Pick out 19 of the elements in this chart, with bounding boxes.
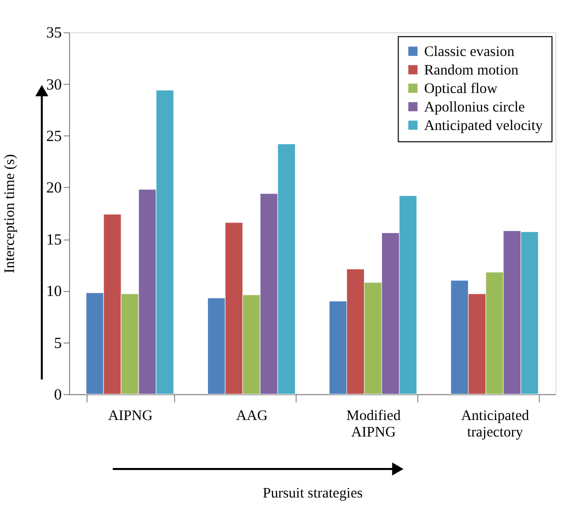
x-tick-label: AAG [236, 408, 268, 424]
legend-label: Optical flow [424, 81, 498, 98]
legend-label: Random motion [424, 62, 520, 79]
y-tick-label: 25 [46, 128, 62, 146]
y-tick-label: 35 [46, 24, 62, 42]
y-tick-label: 10 [46, 283, 62, 300]
x-axis-title: Pursuit strategies [262, 486, 364, 502]
legend-label: Apollonius circle [424, 100, 525, 116]
y-tick-label: 5 [54, 334, 62, 352]
y-tick-label: 30 [46, 76, 62, 94]
x-tick-label: AIPNG [108, 408, 154, 424]
x-tick-label: Modified AIPNG [346, 408, 402, 440]
y-tick-label: 0 [54, 386, 62, 404]
x-tick-label: Anticipated trajectory [461, 408, 530, 440]
legend-label: Classic evasion [424, 44, 516, 60]
y-axis-title: Interception time (s) [2, 154, 18, 274]
y-tick-label: 20 [46, 180, 62, 197]
legend-label: Anticipated velocity [424, 118, 544, 134]
y-tick-label: 15 [46, 231, 62, 248]
